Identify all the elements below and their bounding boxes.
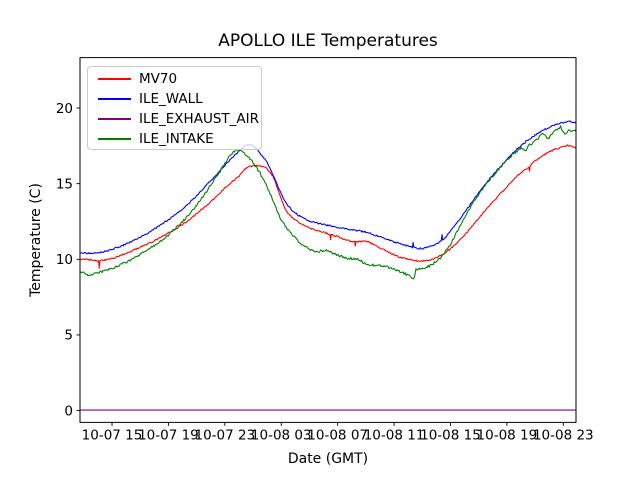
series-line-ile-intake	[79, 125, 577, 280]
legend: MV70 ILE_WALL ILE_EXHAUST_AIR ILE_INTAKE	[87, 66, 262, 150]
x-tick-label: 10-07 23	[194, 427, 255, 443]
x-tick-label: 10-07 19	[138, 427, 199, 443]
legend-line-mv70	[98, 78, 131, 80]
legend-item-mv70: MV70	[98, 69, 261, 89]
legend-line-ile-intake	[98, 138, 131, 140]
x-tick-label: 10-08 11	[364, 427, 425, 443]
legend-item-ile-intake: ILE_INTAKE	[98, 129, 261, 149]
y-axis-label: Temperature (C)	[28, 183, 44, 297]
y-tick-label: 0	[64, 403, 73, 419]
x-tick-label: 10-08 07	[307, 427, 368, 443]
y-tick-label: 10	[56, 252, 73, 268]
y-tick-label: 15	[56, 176, 73, 192]
legend-item-ile-exhaust-air: ILE_EXHAUST_AIR	[98, 109, 261, 129]
legend-label-mv70: MV70	[139, 71, 178, 87]
legend-line-ile-exhaust-air	[98, 118, 131, 120]
series-line-ile-wall	[79, 120, 577, 255]
chart-title: APOLLO ILE Temperatures	[218, 31, 438, 51]
legend-item-ile-wall: ILE_WALL	[98, 89, 261, 109]
x-tick-label: 10-08 23	[533, 427, 594, 443]
y-tick-label: 20	[56, 101, 73, 117]
series-line-mv70	[79, 144, 577, 269]
legend-line-ile-wall	[98, 98, 131, 100]
x-tick-label: 10-07 15	[82, 427, 143, 443]
x-tick-label: 10-08 19	[477, 427, 538, 443]
y-tick-label: 5	[64, 328, 73, 344]
legend-label-ile-exhaust-air: ILE_EXHAUST_AIR	[139, 111, 259, 127]
legend-label-ile-wall: ILE_WALL	[139, 91, 203, 107]
plot-border	[79, 57, 577, 423]
x-tick-label: 10-08 03	[251, 427, 312, 443]
legend-label-ile-intake: ILE_INTAKE	[139, 131, 214, 147]
x-tick-label: 10-08 15	[420, 427, 481, 443]
x-axis-label: Date (GMT)	[287, 451, 369, 467]
